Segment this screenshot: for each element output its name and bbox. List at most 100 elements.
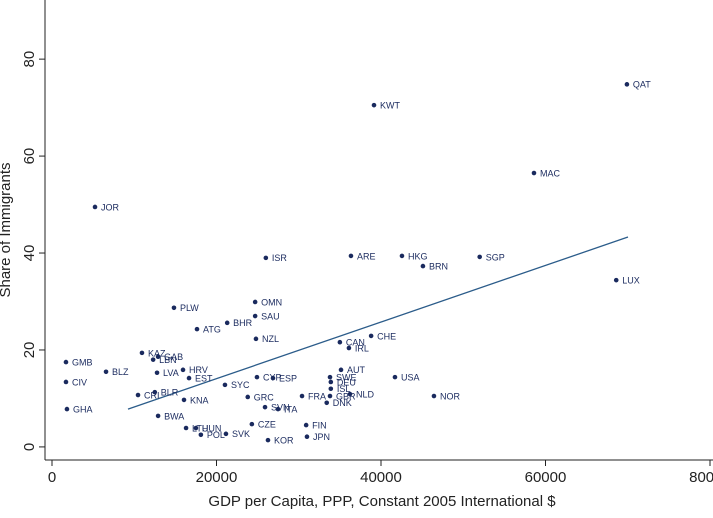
point-label: QAT	[633, 80, 651, 90]
point-label: SVK	[232, 429, 250, 439]
y-tick-label: 80	[21, 51, 38, 68]
point	[371, 102, 377, 108]
point-label: LVA	[163, 368, 179, 378]
point-label: PLW	[180, 303, 199, 313]
point-label: NOR	[440, 391, 461, 401]
point-label: ISR	[272, 253, 288, 263]
point-label: DNK	[333, 398, 352, 408]
x-tick-label: 60000	[525, 469, 567, 486]
point-label: HKG	[408, 251, 428, 261]
x-tick-label: 80000	[689, 469, 713, 486]
point	[186, 375, 192, 381]
point	[263, 255, 269, 261]
point-label: CAN	[346, 338, 365, 348]
point	[338, 367, 344, 373]
point-label: GAB	[164, 352, 183, 362]
point-label: JOR	[101, 202, 120, 212]
y-tick-label: 40	[21, 245, 38, 262]
point	[154, 370, 160, 376]
point-label: CRI	[144, 390, 160, 400]
point	[103, 369, 109, 375]
point	[150, 357, 156, 362]
point	[420, 263, 426, 269]
point-label: BLR	[161, 388, 179, 398]
point	[253, 336, 259, 342]
point-label: ARE	[357, 251, 376, 261]
point	[198, 432, 204, 438]
point-label: FIN	[312, 420, 327, 430]
point-label: LUX	[622, 276, 640, 286]
point-label: KAZ	[148, 348, 166, 358]
point-label: BHR	[233, 318, 253, 328]
point	[155, 354, 161, 360]
point	[194, 326, 200, 332]
point-label: SVN	[271, 403, 290, 413]
point-label: KWT	[380, 101, 400, 111]
point-label: OMN	[261, 297, 282, 307]
point-label: CIV	[72, 377, 87, 387]
point	[347, 391, 353, 397]
point-label: BRN	[429, 261, 448, 271]
point	[303, 422, 309, 428]
point-label: USA	[401, 372, 420, 382]
point-label: HUN	[202, 423, 222, 433]
point	[275, 406, 281, 412]
point	[262, 404, 268, 410]
point-label: IRL	[355, 343, 369, 353]
fit-line	[127, 236, 629, 410]
point	[155, 413, 161, 419]
x-axis-label: GDP per Capita, PPP, Constant 2005 Inter…	[208, 493, 556, 510]
point-label: NLD	[356, 389, 375, 399]
point	[180, 367, 186, 373]
y-tick-label: 20	[21, 342, 38, 359]
point	[63, 379, 69, 385]
point	[64, 406, 70, 412]
point-label: NZL	[262, 334, 279, 344]
point-label: BWA	[164, 411, 184, 421]
point	[92, 204, 98, 210]
point-label: KNA	[190, 395, 209, 405]
point	[477, 254, 482, 260]
point	[324, 400, 330, 406]
point	[63, 359, 69, 365]
point-label: SWE	[336, 372, 357, 382]
point	[304, 434, 310, 440]
point	[222, 382, 228, 388]
point-label: ESP	[279, 373, 297, 383]
y-tick-label: 60	[21, 148, 38, 165]
point-label: GHA	[73, 404, 93, 414]
point	[392, 374, 398, 380]
point	[270, 375, 276, 381]
point-label: POL	[207, 430, 225, 440]
point	[399, 253, 405, 259]
point-label: CHE	[377, 331, 396, 341]
point-label: FRA	[308, 391, 326, 401]
point-label: GBR	[336, 391, 356, 401]
point-label: HRV	[189, 365, 208, 375]
point-label: GMB	[72, 357, 93, 367]
x-tick-label: 40000	[360, 469, 402, 486]
point	[368, 333, 374, 339]
point	[431, 393, 437, 399]
point	[337, 339, 343, 345]
point	[223, 431, 229, 437]
point-label: MAC	[540, 168, 561, 178]
point-label: LBN	[159, 355, 177, 365]
point	[254, 374, 260, 380]
point	[171, 305, 177, 311]
point	[152, 389, 158, 395]
point	[531, 170, 537, 176]
point-label: CZE	[258, 420, 276, 430]
point	[328, 379, 334, 385]
point	[299, 393, 305, 399]
point	[139, 350, 145, 356]
point-label: KOR	[274, 436, 294, 446]
point	[224, 320, 230, 326]
point	[245, 394, 251, 400]
point	[613, 277, 619, 283]
y-tick-label: 0	[21, 443, 38, 451]
point-label: DEU	[337, 377, 356, 387]
point-label: BLZ	[112, 367, 129, 377]
